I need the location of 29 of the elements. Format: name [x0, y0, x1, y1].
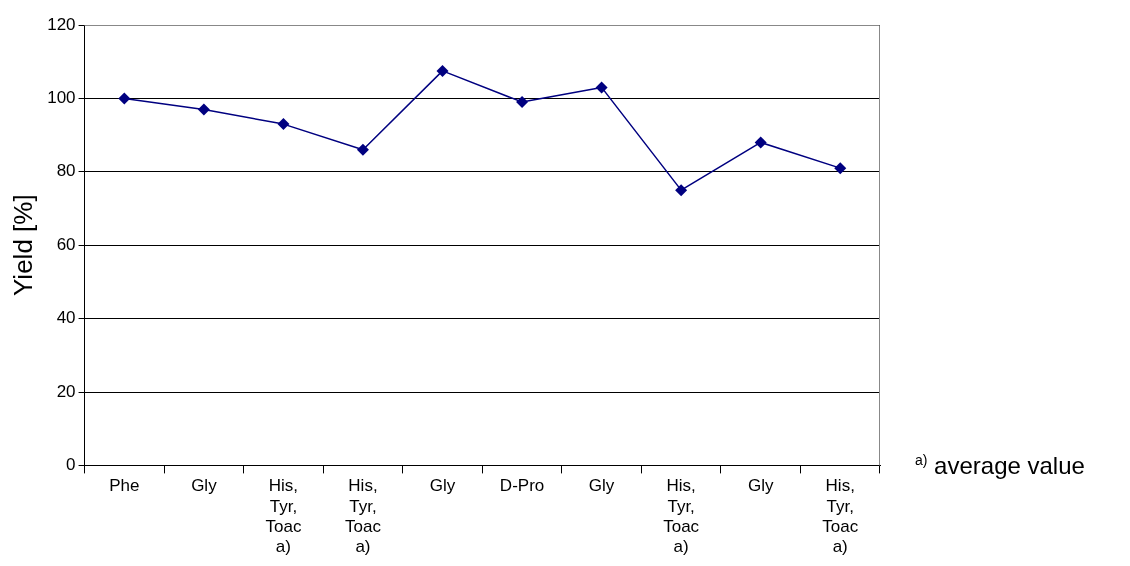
y-tick-label: 120: [47, 14, 76, 34]
x-tick-label: Phe: [109, 476, 140, 496]
point: [436, 64, 449, 77]
x-tick-label: Gly: [191, 476, 218, 496]
x-tick-label: Gly: [588, 476, 615, 496]
x-tick-label: Gly: [747, 476, 774, 496]
point: [277, 118, 290, 131]
x-tick-label: Gly: [429, 476, 456, 496]
x-tick-label: His, Tyr, Toac a): [822, 476, 859, 557]
point: [118, 92, 131, 105]
point: [356, 143, 369, 156]
x-tick-label: His, Tyr, Toac a): [265, 476, 302, 557]
x-tick-label: His, Tyr, Toac a): [345, 476, 382, 557]
y-axis-title: Yield [%]: [7, 194, 38, 297]
text: $^{a)}$ average value: [915, 452, 1085, 480]
x-tick-label: His, Tyr, Toac a): [663, 476, 700, 557]
point: [754, 136, 767, 149]
y-tick-label: 60: [56, 234, 76, 254]
point: [595, 81, 608, 94]
y-tick-label: 20: [56, 381, 76, 401]
y-tick-label: 100: [47, 88, 76, 108]
y-tick-label: 40: [56, 308, 76, 328]
point: [516, 96, 529, 109]
point: [675, 184, 688, 197]
y-tick-label: 80: [56, 161, 76, 181]
x-tick-label: D-Pro: [499, 476, 545, 496]
point: [834, 162, 847, 175]
point: [197, 103, 210, 116]
y-tick-label: 0: [66, 455, 76, 475]
